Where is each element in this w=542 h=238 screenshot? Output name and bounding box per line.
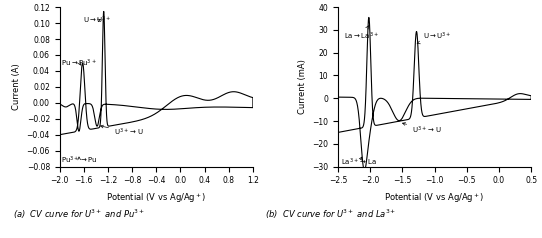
Text: U$\rightarrow$U$^{3+}$: U$\rightarrow$U$^{3+}$ — [417, 31, 451, 44]
Text: (b)  CV curve for U$^{3+}$ and La$^{3+}$: (b) CV curve for U$^{3+}$ and La$^{3+}$ — [265, 208, 396, 221]
Text: U$\rightarrow$U$^{3+}$: U$\rightarrow$U$^{3+}$ — [82, 15, 111, 26]
Text: (a)  CV curve for U$^{3+}$ and Pu$^{3+}$: (a) CV curve for U$^{3+}$ and Pu$^{3+}$ — [12, 208, 145, 221]
Text: U$^{3+}$$\rightarrow$U: U$^{3+}$$\rightarrow$U — [403, 123, 442, 136]
Text: La$^{3+}$$\rightarrow$La: La$^{3+}$$\rightarrow$La — [341, 156, 377, 168]
X-axis label: Potential (V vs Ag/Ag$^+$): Potential (V vs Ag/Ag$^+$) — [384, 191, 485, 205]
Text: La$\rightarrow$La$^{3+}$: La$\rightarrow$La$^{3+}$ — [344, 26, 379, 42]
Y-axis label: Current (mA): Current (mA) — [298, 60, 307, 114]
X-axis label: Potential (V vs Ag/Ag$^+$): Potential (V vs Ag/Ag$^+$) — [106, 191, 207, 205]
Text: U$^{3+}$$\rightarrow$U: U$^{3+}$$\rightarrow$U — [100, 125, 144, 138]
Text: Pu$\rightarrow$Pu$^{3+}$: Pu$\rightarrow$Pu$^{3+}$ — [61, 57, 97, 69]
Y-axis label: Current (A): Current (A) — [12, 64, 21, 110]
Text: Pu$^{3+}$$\rightarrow$Pu: Pu$^{3+}$$\rightarrow$Pu — [61, 154, 98, 166]
